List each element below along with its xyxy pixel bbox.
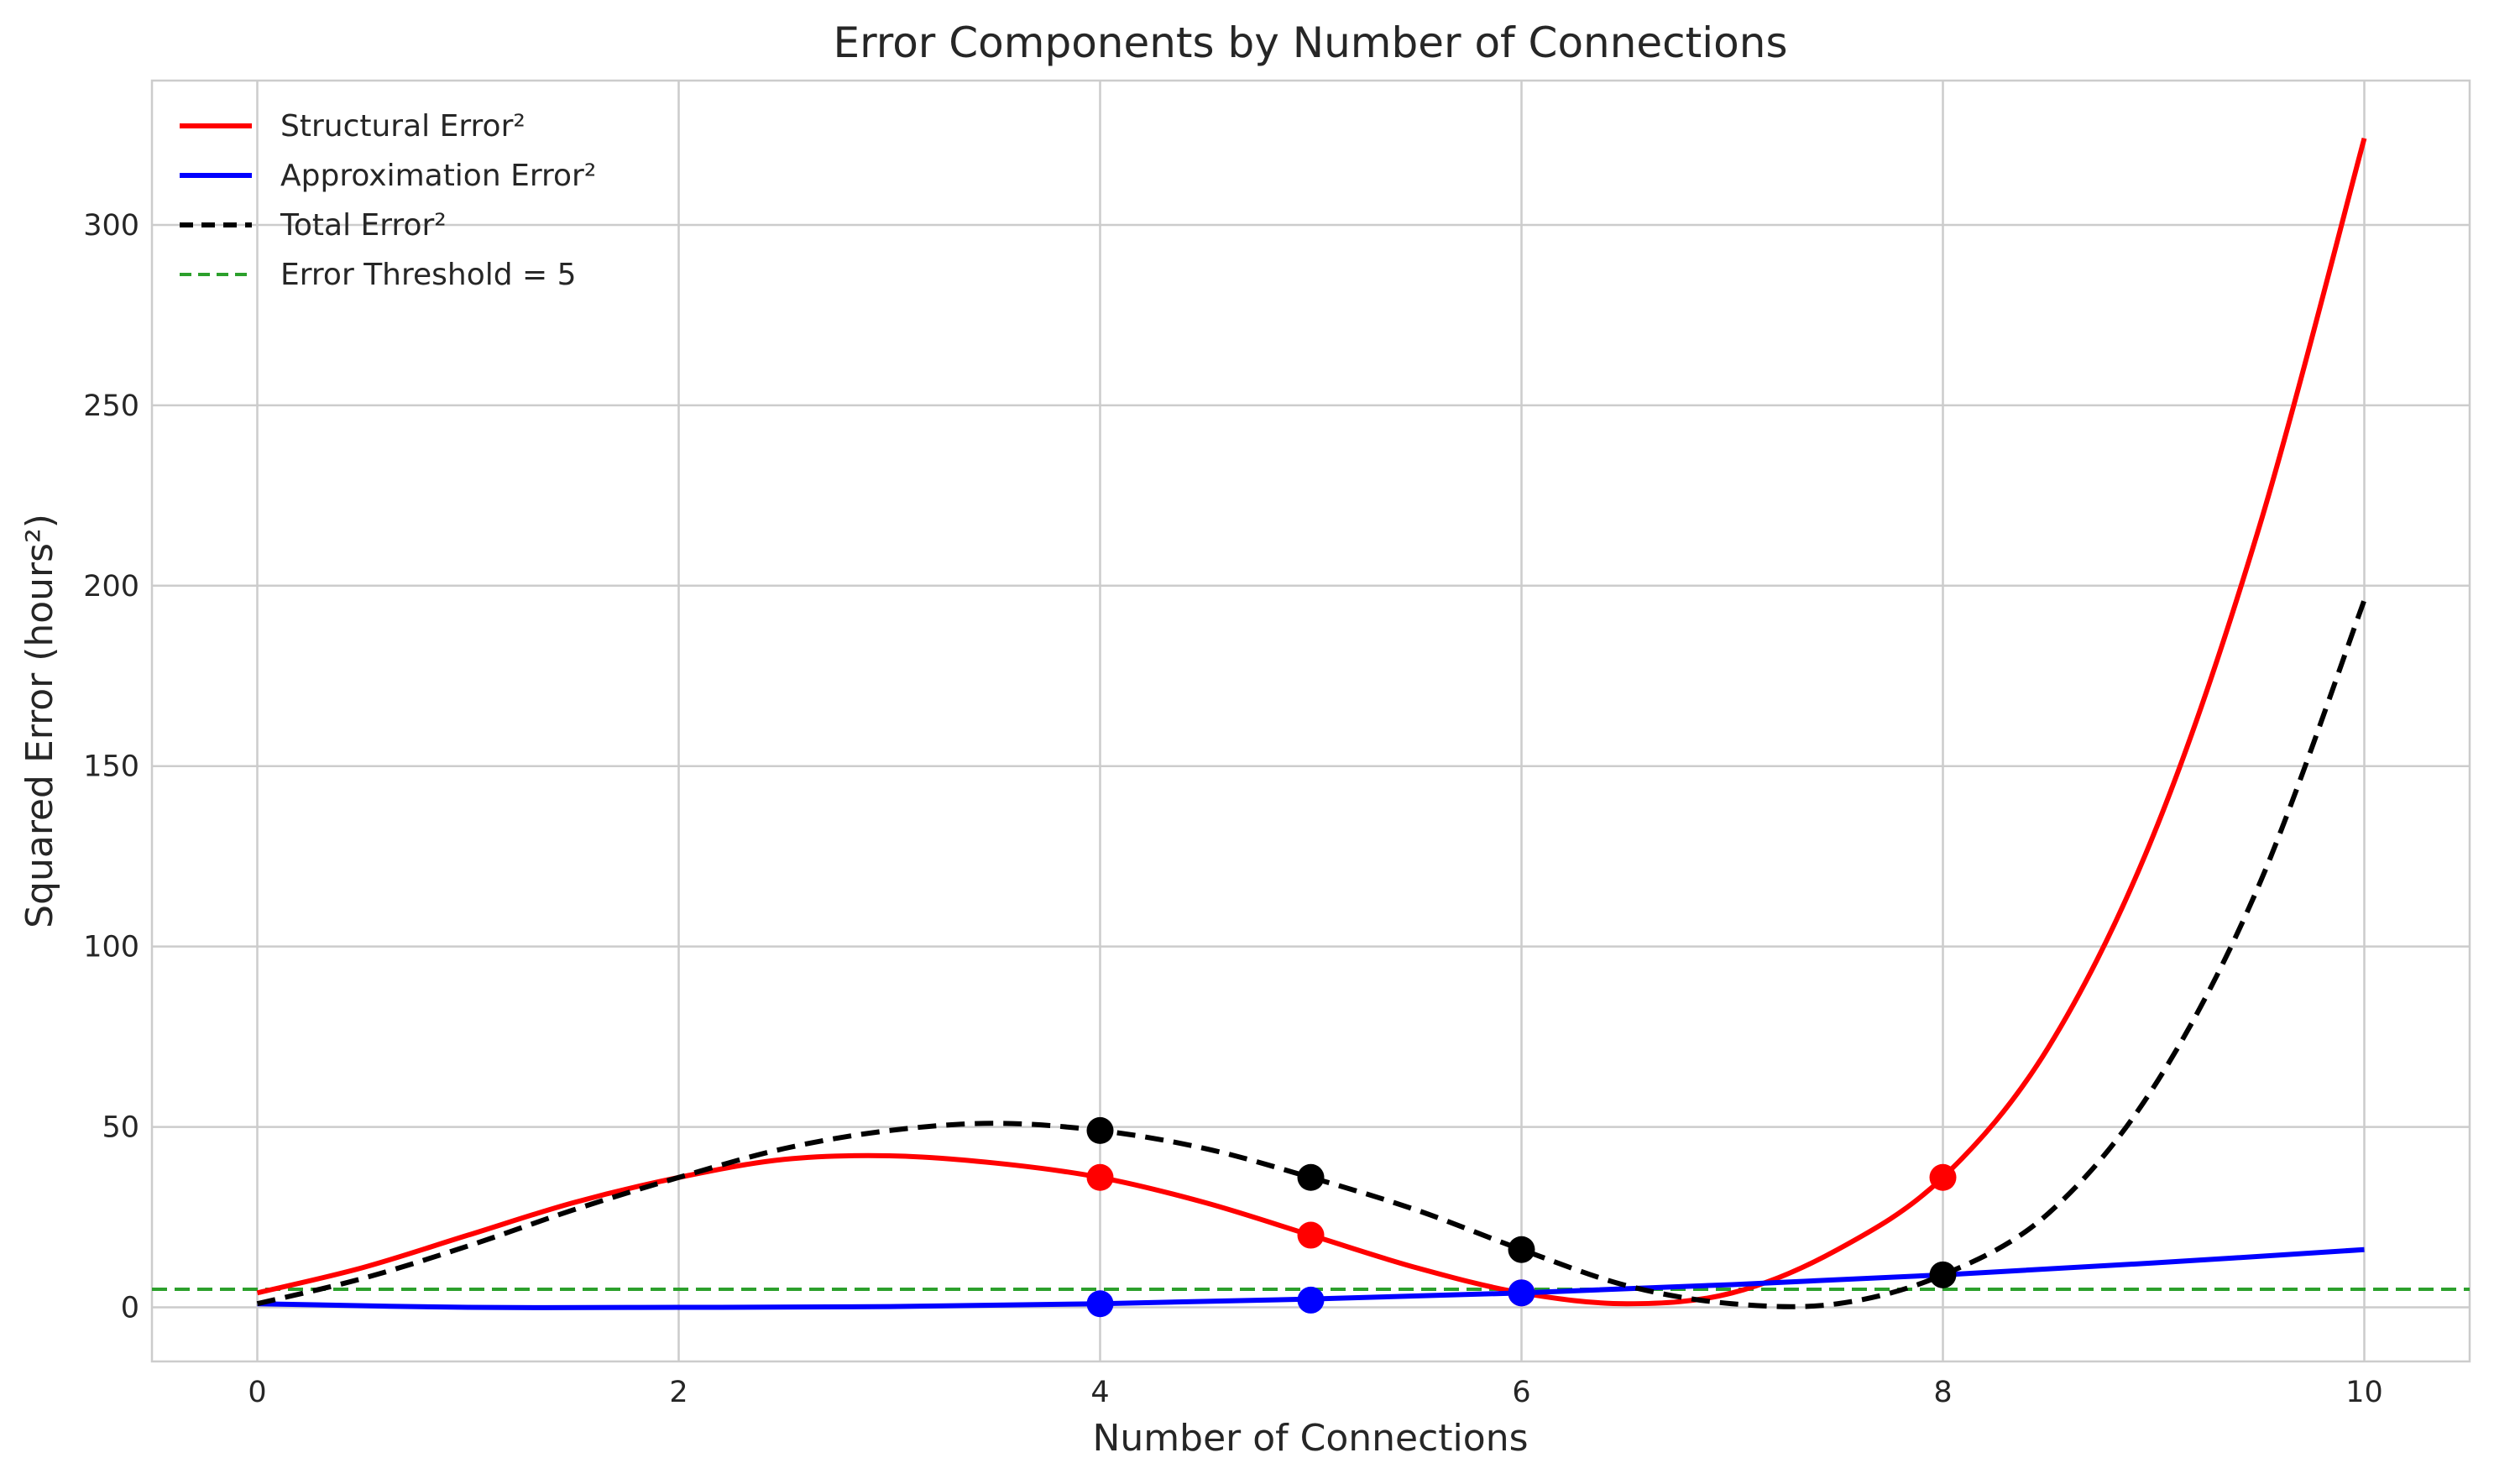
marker-approximation-error (1086, 1290, 1114, 1318)
legend: Structural Error² Approximation Error² Tot… (180, 109, 596, 292)
x-tick-label: 8 (1933, 1376, 1952, 1409)
plot-frame (150, 79, 2471, 1363)
marker-approximation-error (1508, 1279, 1535, 1307)
series-markers (1086, 1116, 1957, 1318)
marker-approximation-error (1297, 1286, 1325, 1314)
x-tick-label: 2 (669, 1376, 688, 1409)
x-tick-label: 6 (1512, 1376, 1530, 1409)
marker-total-error (1086, 1116, 1114, 1144)
x-tick-label: 4 (1090, 1376, 1109, 1409)
legend-entry: Error Threshold = 5 (280, 258, 577, 292)
y-tick-label: 150 (83, 750, 139, 784)
x-axis-label: Number of Connections (1092, 1417, 1528, 1460)
y-tick-label: 300 (83, 209, 139, 243)
series-line-structural-error (256, 137, 2367, 1307)
legend-entry: Total Error² (280, 208, 447, 243)
y-tick-label: 50 (102, 1111, 139, 1145)
series-line-total-error (256, 598, 2367, 1309)
y-axis-label: Squared Error (hours²) (18, 514, 61, 928)
grid (152, 81, 2470, 1361)
chart-title: Error Components by Number of Connection… (833, 18, 1787, 67)
marker-total-error (1929, 1261, 1957, 1288)
marker-total-error (1508, 1236, 1535, 1263)
y-tick-label: 200 (83, 570, 139, 604)
y-tick-label: 100 (83, 931, 139, 964)
legend-entry: Structural Error² (280, 109, 525, 144)
marker-structural-error (1297, 1221, 1325, 1249)
y-tick-label: 0 (121, 1292, 139, 1325)
marker-structural-error (1929, 1163, 1957, 1191)
legend-entry: Approximation Error² (280, 159, 596, 193)
marker-structural-error (1086, 1163, 1114, 1191)
x-tick-label: 10 (2345, 1376, 2383, 1409)
x-tick-label: 0 (248, 1376, 266, 1409)
marker-total-error (1297, 1163, 1325, 1191)
y-tick-label: 250 (83, 389, 139, 423)
